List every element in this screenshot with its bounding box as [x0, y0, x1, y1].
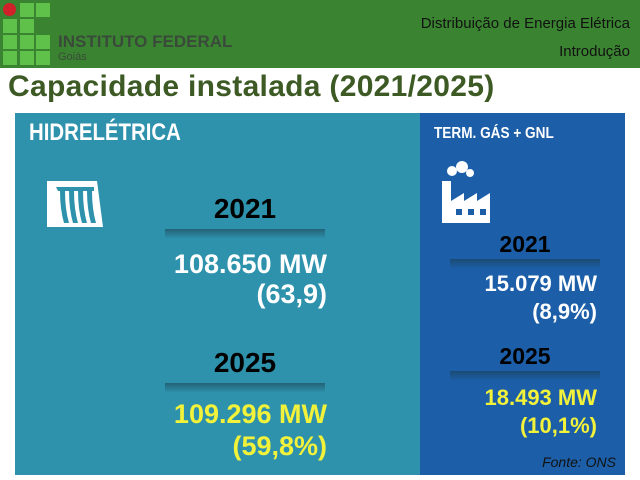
hydro-panel: HIDRELÉTRICA 2021 108.650 MW (63,9) 2025…	[15, 113, 420, 475]
hydro-pct-2021: (63,9)	[256, 279, 327, 309]
header: INSTITUTO FEDERAL Goiás Distribuição de …	[0, 0, 640, 68]
thermal-pct-2025: (10,1%)	[519, 413, 597, 438]
hydro-value-2025: 109.296 MW	[173, 399, 327, 429]
factory-icon	[442, 161, 490, 223]
thermal-label: TERM. GÁS + GNL	[434, 125, 554, 142]
thermal-value-2021: 15.079 MW	[484, 271, 598, 296]
hydro-label: HIDRELÉTRICA	[29, 119, 181, 146]
hydro-year-2021: 2021	[213, 193, 277, 224]
thermal-value-2025: 18.493 MW	[484, 385, 598, 410]
dam-icon	[47, 181, 103, 227]
course-title: Distribuição de Energia Elétrica	[420, 15, 630, 32]
thermal-panel: TERM. GÁS + GNL 2021 15.079 MW (8,9%) 20…	[420, 113, 625, 475]
thermal-year-2025: 2025	[499, 343, 551, 369]
slide-title: Capacidade instalada (2021/2025)	[8, 70, 495, 103]
source-note: Fonte: ONS	[542, 454, 616, 470]
section-title: Introdução	[559, 43, 630, 60]
hydro-year-2025: 2025	[213, 347, 277, 378]
hydro-pct-2025: (59,8%)	[232, 431, 327, 461]
logo-name: INSTITUTO FEDERAL	[58, 32, 233, 51]
logo-sub: Goiás	[58, 51, 87, 63]
thermal-year-2021: 2021	[499, 231, 551, 257]
hydro-value-2021: 108.650 MW	[173, 249, 327, 279]
thermal-pct-2021: (8,9%)	[532, 299, 597, 324]
